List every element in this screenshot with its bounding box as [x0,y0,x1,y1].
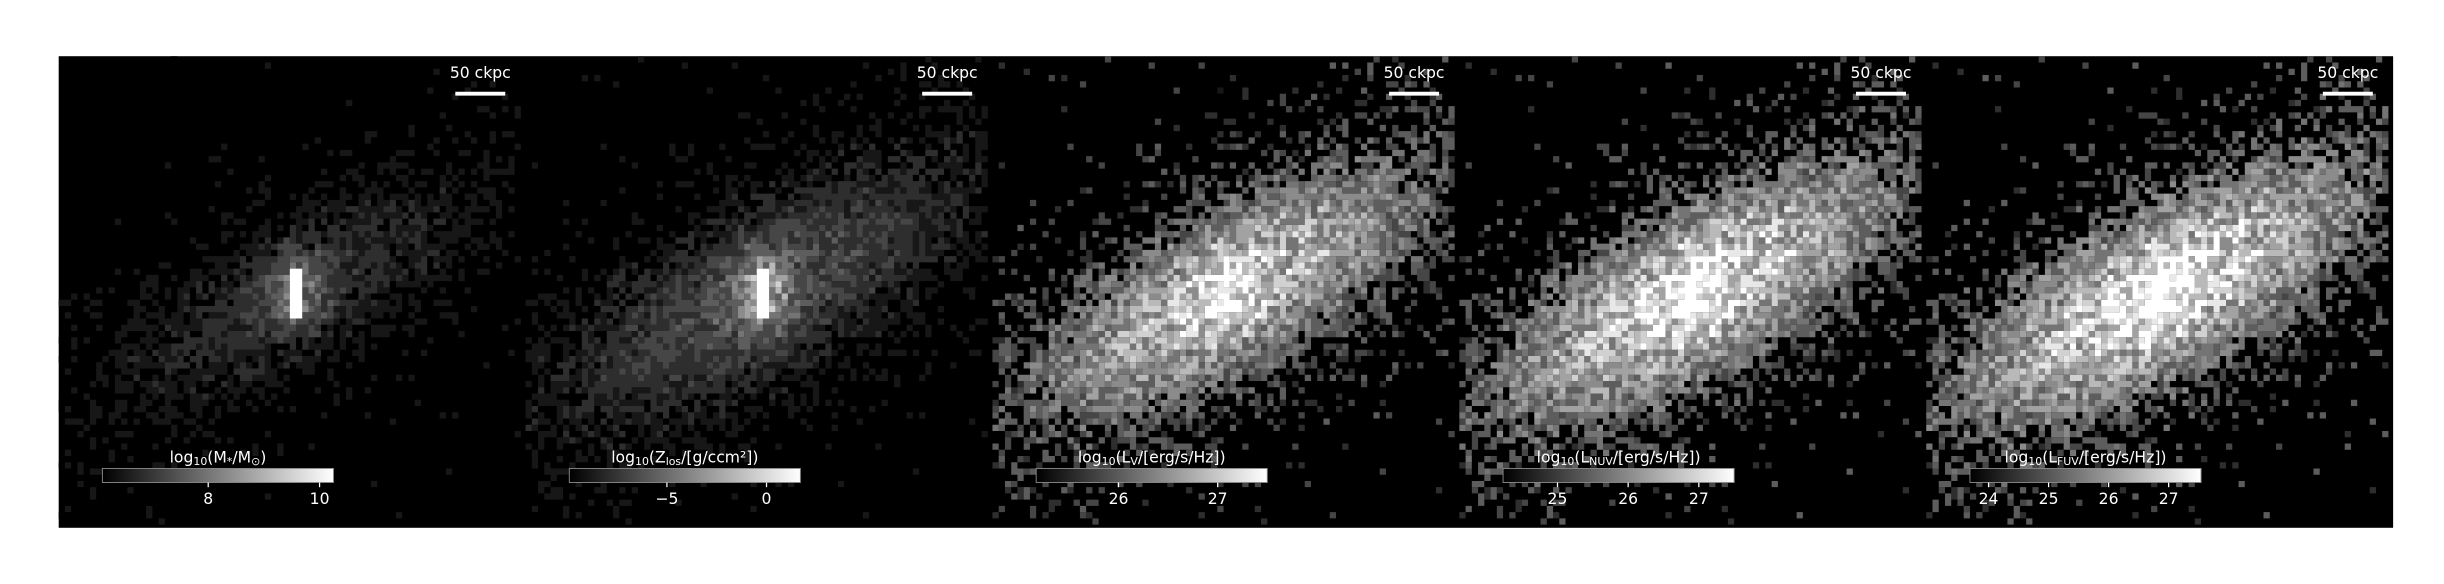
galaxy-pixels [712,243,801,338]
colorbar-label-subscript: FUV [2057,455,2079,468]
colorbar-label-subscript: 10 [1102,455,1116,468]
colorbar-tick-label: 26 [2099,490,2119,508]
galaxy-pixels [1926,81,2389,488]
galaxy-pixels [750,274,782,313]
colorbar-label-part: /[erg/s/Hz]) [2079,448,2167,466]
colorbar-tick-label: 27 [1208,490,1228,508]
galaxy-pixels [127,187,446,400]
colorbar [568,467,801,483]
galaxy-pixels [1926,62,2389,525]
colorbar [1969,467,2202,483]
galaxy-pixels [525,56,988,525]
colorbar-tick-label: 0 [762,490,772,508]
scale-bar-label: 50 ckpc [1850,64,1911,82]
colorbar-label-subscript: los [666,455,682,468]
colorbar-tick-label: 27 [1689,490,1709,508]
galaxy-pixels [1459,62,1922,525]
galaxy-pixels [756,268,770,319]
colorbar [1502,467,1735,483]
colorbar-label-part: ) [260,448,266,466]
colorbar-label-part: log [1078,448,1102,466]
galaxy-pixels [600,187,913,394]
galaxy-pixels [1217,87,1224,94]
galaxy-pixels [1926,137,2383,450]
colorbar-label-part: /[erg/s/Hz]) [1138,448,1226,466]
galaxy-pixels [1142,231,1330,350]
colorbar [1035,467,1268,483]
galaxy-pixels [992,56,1455,525]
colorbar-label-part: log [2005,448,2029,466]
galaxy-pixels [1578,206,1810,363]
colorbar-label-part: (L [1574,448,1589,466]
galaxy-pixels [1459,106,1922,488]
galaxy-pixels [744,256,788,325]
galaxy-pixels [1609,231,1797,350]
galaxy-pixels [525,131,988,450]
colorbar-label: log10(M*/M⊙) [170,448,267,468]
colorbar-label-subscript: ⊙ [251,455,260,468]
scale-bar-label: 50 ckpc [1384,64,1445,82]
galaxy-pixels [992,56,1455,513]
galaxy-pixels [992,131,1455,450]
colorbar-tick-label: −5 [655,490,678,508]
colorbar-label-subscript: V [1130,455,1138,468]
colorbar-label-subscript: NUV [1589,455,1613,468]
colorbar-label-part: log [170,448,194,466]
colorbar [101,467,334,483]
galaxy-pixels [2051,218,2264,357]
colorbar-tick-label: 26 [1618,490,1638,508]
colorbar-label: log10(Zlos/[g/ccm²]) [611,448,758,468]
galaxy-pixels [1465,137,1916,444]
galaxy-pixels [239,237,359,344]
colorbar-tick-label: 10 [310,490,330,508]
colorbar-tick-label: 26 [1109,490,1129,508]
colorbar-tick-label: 24 [1979,490,1999,508]
colorbar-label-part: /M [232,448,251,466]
colorbar-tick-label: 8 [203,490,213,508]
scale-bar-label: 50 ckpc [917,64,978,82]
colorbar-label-part: (Z [649,448,666,466]
colorbar-label-part: /[g/ccm²]) [681,448,758,466]
colorbar-label-subscript: 10 [1560,455,1574,468]
colorbar-label-subscript: 10 [2028,455,2042,468]
colorbar-label-part: log [611,448,635,466]
colorbar-label-part: (L [2042,448,2057,466]
colorbar-label-part: /[erg/s/Hz]) [1613,448,1701,466]
scale-bar-label: 50 ckpc [450,64,511,82]
colorbar-label-part: log [1537,448,1561,466]
galaxy-pixels [58,62,521,525]
colorbar-label-subscript: * [227,455,233,468]
galaxy-pixels [992,56,1455,525]
galaxy-pixels [264,249,334,319]
galaxy-pixels [1963,162,2370,431]
galaxy-pixels [1926,56,2389,519]
colorbar-tick-label: 27 [2159,490,2179,508]
galaxy-pixels [1111,206,1343,363]
colorbar-tick-label: 25 [2039,490,2059,508]
galaxy-pixels [2019,187,2308,394]
colorbar-label-subscript: 10 [193,455,207,468]
colorbar-label: log10(LNUV/[erg/s/Hz]) [1537,448,1701,468]
colorbar-label-subscript: 10 [635,455,649,468]
colorbar-label: log10(LV/[erg/s/Hz]) [1078,448,1226,468]
colorbar-label-part: (M [207,448,227,466]
colorbar-tick-label: 25 [1548,490,1568,508]
colorbar-label-part: (L [1116,448,1131,466]
colorbar-label: log10(LFUV/[erg/s/Hz]) [2005,448,2167,468]
scale-bar-label: 50 ckpc [2317,64,2378,82]
galaxy-pixels [1029,156,1436,431]
galaxy-pixels [289,268,303,319]
galaxy-pixels [1459,56,1922,525]
galaxy-pixels [744,262,788,313]
